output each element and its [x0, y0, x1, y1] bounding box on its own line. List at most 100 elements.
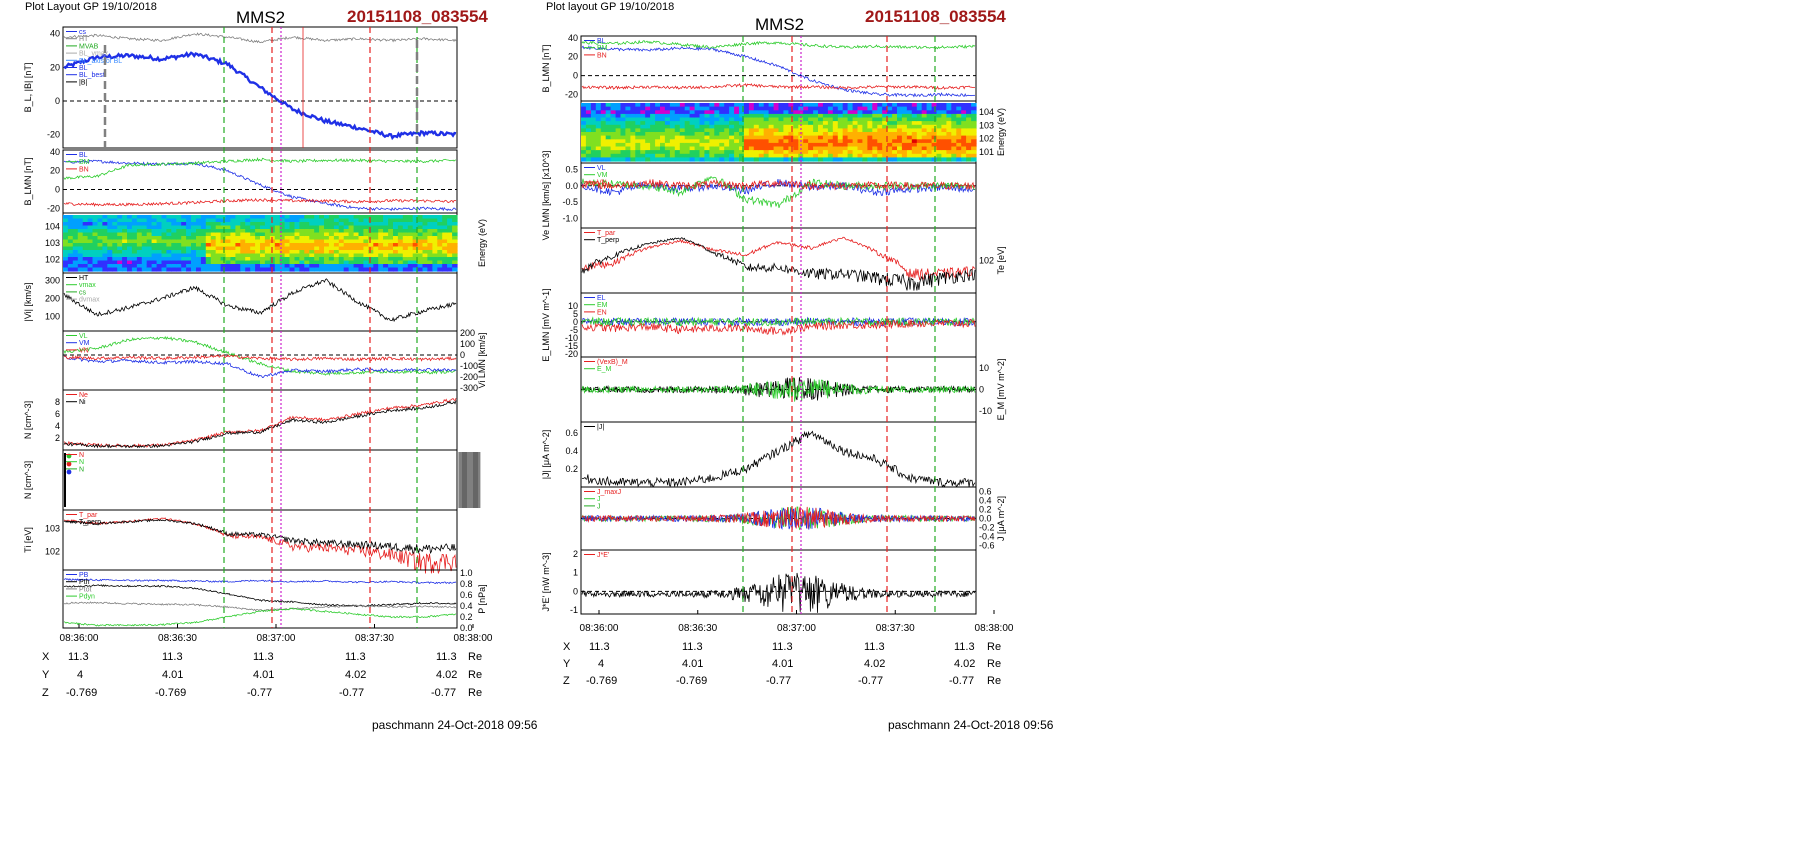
right-2-cell: [581, 110, 587, 115]
right-2-cell: [679, 132, 686, 137]
left-3-cell: [87, 229, 94, 234]
left-3-cell: [269, 225, 276, 230]
left-3-cell: [67, 267, 74, 272]
left-3-cell: [117, 260, 123, 265]
right-2-cell: [857, 150, 863, 155]
right-2-cell: [595, 106, 602, 111]
right-2-cell: [857, 153, 863, 158]
right-2-cell: [877, 110, 883, 115]
left-3-cell: [82, 229, 89, 234]
left-3-cell: [112, 218, 118, 223]
right-2-cell: [842, 139, 849, 144]
left-3-cell: [255, 229, 261, 234]
right-2-cell: [625, 139, 631, 144]
left-3-cell: [196, 232, 202, 237]
left-3-cell: [107, 246, 113, 251]
right-6-legend-label: (VexB)_M: [597, 359, 628, 366]
left-3-cell: [255, 253, 261, 258]
left-3-cell: [333, 267, 340, 272]
left-3-cell: [171, 260, 177, 265]
left-3-cell: [412, 225, 419, 230]
left-3-cell: [146, 239, 153, 244]
right-2-cell: [946, 146, 952, 151]
left-3-cell: [442, 222, 448, 227]
right-2-cell: [595, 117, 602, 122]
right-2-cell: [605, 157, 612, 162]
left-3-cell: [407, 260, 414, 265]
right-2-cell: [783, 146, 789, 151]
left-3-cell: [230, 243, 236, 248]
left-3-cell: [452, 264, 458, 269]
left-3-cell: [319, 225, 325, 230]
right-2-cell: [803, 117, 809, 122]
left-3-cell: [161, 239, 167, 244]
left-3-cell: [161, 246, 167, 251]
left-3-cell: [230, 236, 236, 241]
left-3-cell: [319, 218, 325, 223]
right-2-cell: [832, 150, 839, 155]
right-2-cell: [946, 142, 952, 148]
right-2-cell: [901, 106, 908, 111]
right-2-cell: [753, 146, 760, 151]
right-2-cell: [763, 128, 770, 133]
right-2-cell: [590, 128, 597, 133]
right-2-cell: [971, 121, 977, 126]
right-2-cell: [595, 153, 602, 158]
right-2-cell: [581, 121, 587, 126]
right-2-cell: [867, 135, 873, 140]
left-3-cell: [136, 225, 143, 230]
right-ephem-y-label: Y: [563, 658, 571, 670]
right-2-cell: [778, 110, 784, 115]
right-2-cell: [956, 113, 962, 119]
right-2-cell: [620, 157, 626, 162]
left-3-cell: [171, 215, 177, 220]
right-2-cell: [699, 153, 705, 158]
left-3-cell: [324, 243, 330, 248]
right-2-cell: [882, 135, 888, 140]
right-2-cell: [768, 110, 775, 115]
left-9-series-pdyn: [63, 607, 457, 627]
left-3-cell: [87, 243, 94, 248]
left-3-cell: [107, 229, 113, 234]
right-2-cell: [852, 124, 859, 129]
right-2-cell: [951, 124, 957, 129]
left-3-cell: [328, 236, 335, 241]
left-9-ytick: 0.2: [460, 612, 473, 622]
right-2-cell: [822, 110, 829, 115]
right-2-cell: [961, 135, 967, 140]
right-2-cell: [689, 124, 696, 129]
left-3-cell: [171, 229, 177, 234]
right-2-cell: [867, 146, 873, 151]
left-ephem-x-unit: Re: [468, 651, 483, 663]
left-3-cell: [122, 225, 128, 230]
left-3-cell: [82, 222, 89, 227]
right-2-cell: [897, 128, 903, 133]
right-2-cell: [724, 128, 730, 133]
left-3-cell: [250, 264, 256, 269]
left-3-cell: [314, 215, 320, 220]
right-2-cell: [906, 142, 913, 148]
right-2-cell: [951, 153, 957, 158]
left-3-cell: [127, 246, 133, 251]
right-2-cell: [719, 146, 725, 151]
left-3-cell: [63, 257, 69, 262]
right-2-cell: [699, 124, 705, 129]
right-2-cell: [872, 121, 878, 126]
left-3-cell: [328, 253, 335, 258]
left-3-cell: [240, 232, 246, 237]
left-3-cell: [279, 236, 286, 241]
right-2-ytick: 101: [979, 147, 994, 157]
left-3-cell: [383, 260, 389, 265]
left-3-cell: [452, 257, 458, 262]
right-2-cell: [630, 113, 636, 119]
left-3-cell: [397, 218, 404, 223]
right-2-cell: [664, 124, 671, 129]
left-3-cell: [343, 267, 350, 272]
left-ephem-z-1: -0.769: [155, 687, 187, 699]
right-2-cell: [590, 106, 597, 111]
right-2-cell: [906, 113, 913, 119]
right-2-cell: [581, 142, 587, 148]
right-2-cell: [921, 110, 928, 115]
right-2-cell: [847, 124, 854, 129]
left-3-cell: [452, 243, 458, 248]
